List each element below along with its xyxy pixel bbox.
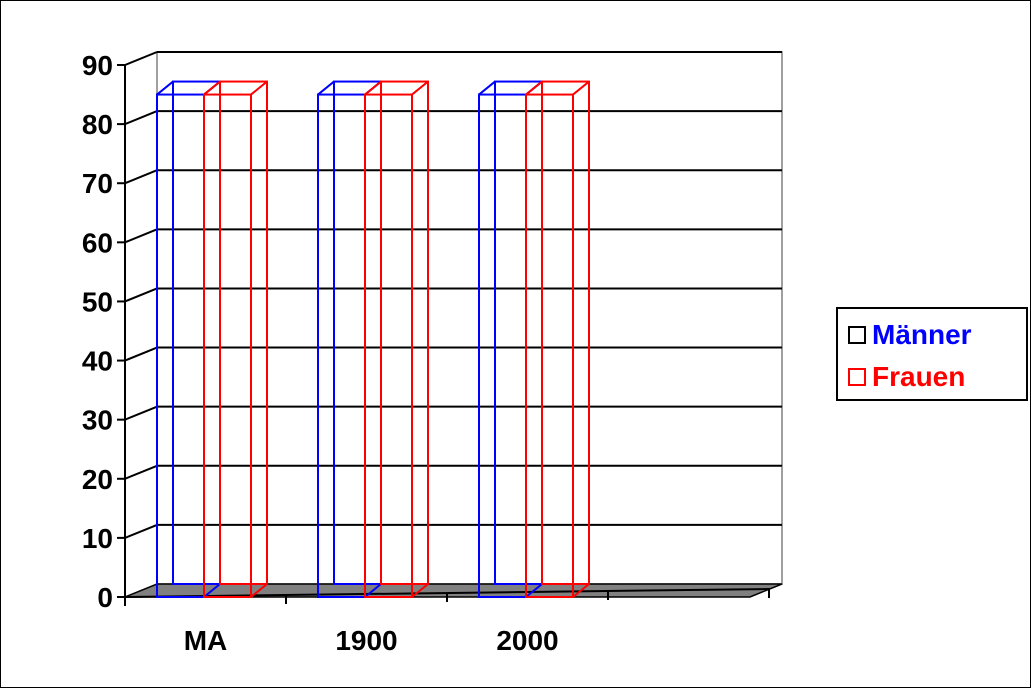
axes bbox=[117, 64, 771, 606]
x-tick-label: 2000 bbox=[496, 625, 558, 656]
bar-edge bbox=[203, 80, 221, 96]
y-tick-label: 70 bbox=[82, 168, 113, 199]
bar-frauen bbox=[364, 80, 429, 599]
legend-item-maenner: Männer bbox=[848, 315, 972, 355]
gridline-side bbox=[124, 228, 158, 244]
bar-edge bbox=[411, 583, 429, 598]
bar-maenner bbox=[478, 80, 543, 599]
bar-edge bbox=[572, 80, 590, 96]
x-axis-tick-labels: MA 1900 2000 bbox=[184, 625, 559, 656]
gridline-side bbox=[124, 51, 158, 66]
bar-back-face bbox=[541, 80, 590, 586]
gridlines bbox=[124, 51, 782, 539]
bar-front-face bbox=[364, 93, 413, 599]
bar-edge bbox=[572, 583, 590, 598]
bar-edge bbox=[478, 80, 496, 96]
y-tick-label: 30 bbox=[82, 405, 113, 436]
legend: Männer Frauen bbox=[836, 307, 1028, 401]
legend-swatch-frauen bbox=[848, 368, 866, 386]
bar-edge bbox=[525, 80, 543, 96]
bar-edge bbox=[156, 80, 174, 96]
bar-edge bbox=[364, 80, 382, 96]
bar-edge bbox=[411, 80, 429, 96]
bar-maenner bbox=[156, 80, 221, 599]
gridline-side bbox=[124, 287, 158, 303]
bar-front-face bbox=[203, 93, 252, 599]
bar-edge bbox=[203, 583, 221, 598]
legend-swatch-maenner bbox=[848, 326, 866, 344]
bar-edge bbox=[317, 80, 335, 96]
y-tick-label: 80 bbox=[82, 109, 113, 140]
bar-back-face bbox=[494, 80, 543, 586]
y-tick-label: 0 bbox=[97, 582, 113, 613]
x-tick-label: 1900 bbox=[335, 625, 397, 656]
bar-edge bbox=[525, 583, 543, 598]
y-axis-tick-labels: 0 10 20 30 40 50 60 70 80 90 bbox=[82, 50, 113, 613]
bar-back-face bbox=[219, 80, 268, 586]
gridline-side bbox=[124, 169, 158, 185]
legend-label-frauen: Frauen bbox=[872, 361, 966, 392]
bar-back-face bbox=[172, 80, 221, 586]
gridline-side bbox=[124, 110, 158, 126]
gridline-side bbox=[124, 405, 158, 421]
y-tick-label: 10 bbox=[82, 523, 113, 554]
bar-edge bbox=[250, 80, 268, 96]
x-tick-label: MA bbox=[184, 625, 228, 656]
bar-front-face bbox=[525, 93, 574, 599]
bar-frauen bbox=[203, 80, 268, 599]
y-tick-label: 20 bbox=[82, 464, 113, 495]
legend-item-frauen: Frauen bbox=[848, 357, 965, 397]
bar-back-face bbox=[380, 80, 429, 586]
bar-edge bbox=[250, 583, 268, 598]
bar-maenner bbox=[317, 80, 382, 599]
bar-back-face bbox=[333, 80, 382, 586]
bar-frauen bbox=[525, 80, 590, 599]
gridline-side bbox=[124, 464, 158, 480]
gridline-side bbox=[124, 523, 158, 539]
bars bbox=[156, 80, 590, 599]
y-tick-label: 50 bbox=[82, 286, 113, 317]
y-tick-label: 40 bbox=[82, 346, 113, 377]
legend-label-maenner: Männer bbox=[872, 319, 972, 350]
y-tick-label: 60 bbox=[82, 227, 113, 258]
gridline-side bbox=[124, 346, 158, 362]
y-tick-label: 90 bbox=[82, 50, 113, 81]
bar-edge bbox=[364, 583, 382, 598]
